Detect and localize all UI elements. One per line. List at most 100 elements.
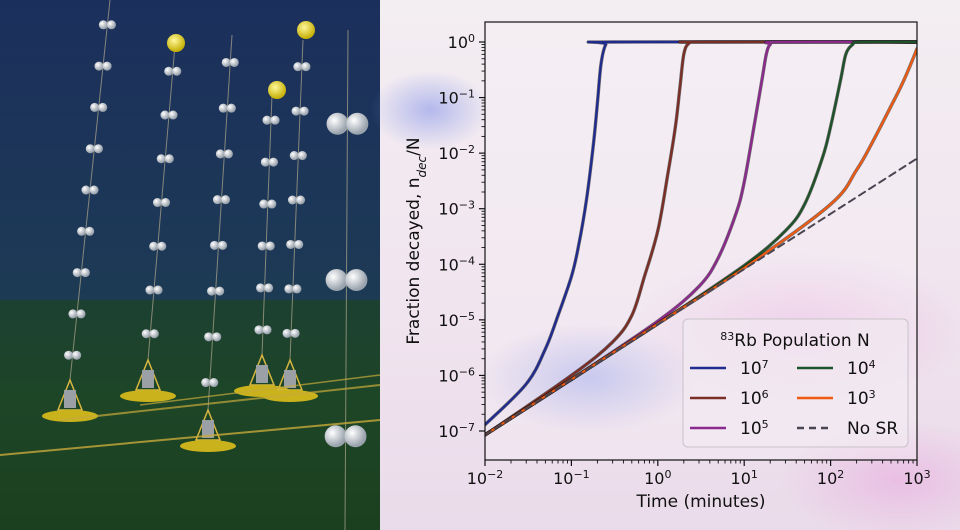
legend-label: 103 xyxy=(847,388,876,410)
anchor-base xyxy=(180,440,236,452)
buoy-icon xyxy=(297,21,315,39)
optical-module-icon xyxy=(149,241,159,251)
optical-module-icon xyxy=(145,285,155,295)
optical-module-icon xyxy=(218,240,228,250)
y-tick-label: 10−2 xyxy=(438,143,475,164)
optical-module-icon xyxy=(85,226,95,236)
anchor-canister xyxy=(284,370,296,388)
optical-module-icon xyxy=(77,226,87,236)
optical-module-icon xyxy=(284,284,294,294)
optical-module-icon xyxy=(221,57,231,67)
x-tick-label: 103 xyxy=(903,468,930,489)
optical-module-icon xyxy=(270,115,280,125)
optical-module-icon xyxy=(296,195,306,205)
optical-module-icon xyxy=(72,268,82,278)
optical-module-icon xyxy=(226,103,236,113)
string-cable xyxy=(261,94,273,356)
optical-module-icon xyxy=(102,61,112,71)
optical-module-icon xyxy=(256,283,266,293)
optical-module-icon xyxy=(168,110,178,120)
optical-module-icon xyxy=(299,106,309,116)
plot-frame xyxy=(484,21,918,461)
optical-module-icon xyxy=(297,151,307,161)
optical-module-icon xyxy=(215,286,225,296)
series-line-5 xyxy=(485,157,917,436)
optical-module-icon xyxy=(201,378,211,388)
optical-module-icon xyxy=(141,329,151,339)
optical-module-icon xyxy=(207,286,217,296)
optical-module-icon xyxy=(149,329,159,339)
optical-module-icon xyxy=(164,66,174,76)
optical-module-icon xyxy=(223,149,233,159)
legend: 83Rb Population N 107 104 106 103 105 No SR xyxy=(682,318,909,448)
optical-module-icon xyxy=(212,195,222,205)
optical-module-icon xyxy=(229,57,239,67)
optical-module-icon xyxy=(292,284,302,294)
optical-module-icon xyxy=(260,157,270,167)
series-lines xyxy=(485,40,917,437)
optical-module-icon xyxy=(156,154,166,164)
x-tick-label: 10−2 xyxy=(467,468,504,489)
optical-module-icon xyxy=(164,154,174,164)
y-axis-title: Fraction decayed, ndec/N xyxy=(404,137,429,344)
optical-module-icon xyxy=(64,350,74,360)
optical-module-icon xyxy=(264,283,274,293)
optical-module-icon xyxy=(212,332,222,342)
optical-module-icon xyxy=(301,62,311,72)
optical-module-icon xyxy=(221,195,231,205)
optical-module-icon xyxy=(157,241,167,251)
optical-module-icon xyxy=(152,198,162,207)
legend-label: 107 xyxy=(740,358,769,380)
series-line-1 xyxy=(485,40,917,436)
y-axis: 100 10−1 10−2 10−3 10−4 10−5 10−6 10−7 xyxy=(438,32,485,441)
optical-module-icon xyxy=(98,102,108,112)
optical-module-icon xyxy=(325,269,348,291)
optical-module-icon xyxy=(81,185,91,195)
optical-module-icon xyxy=(324,425,347,448)
optical-module-icon xyxy=(215,149,225,159)
x-tick-label: 10−1 xyxy=(553,468,590,489)
y-tick-label: 10−5 xyxy=(438,309,475,330)
optical-module-icon xyxy=(345,269,368,291)
detector-strings xyxy=(42,0,369,530)
anchor-canister xyxy=(142,370,154,388)
x-axis: 10−2 10−1 100 101 102 103 xyxy=(467,460,931,488)
optical-module-icon xyxy=(344,425,367,448)
optical-module-icon xyxy=(254,325,264,335)
optical-module-icon xyxy=(218,103,228,113)
string-cable xyxy=(207,34,233,411)
chart-panel: 10−2 10−1 100 101 102 103 100 10−1 10−2 10−3 10−4… xyxy=(370,0,960,530)
legend-label: No SR xyxy=(847,419,898,439)
x-tick-label: 100 xyxy=(644,468,671,489)
optical-module-icon xyxy=(93,144,103,154)
x-axis-title: Time (minutes) xyxy=(635,492,765,512)
optical-module-icon xyxy=(72,350,82,360)
optical-module-icon xyxy=(282,328,292,338)
optical-module-icon xyxy=(287,195,297,205)
optical-module-icon xyxy=(346,112,369,135)
optical-module-icon xyxy=(289,151,299,161)
y-tick-label: 10−1 xyxy=(438,87,475,108)
anchor-canister xyxy=(256,365,268,383)
series-line-0 xyxy=(485,40,917,426)
y-tick-label: 100 xyxy=(448,32,475,53)
optical-module-icon xyxy=(76,309,86,319)
optical-module-icon xyxy=(172,66,182,76)
optical-module-icon xyxy=(291,106,301,116)
legend-title: 83Rb Population N xyxy=(720,330,869,352)
optical-module-icon xyxy=(262,115,272,125)
optical-module-icon xyxy=(89,185,99,195)
optical-module-icon xyxy=(209,378,219,388)
detector-illustration xyxy=(0,0,381,530)
optical-module-icon xyxy=(106,20,116,30)
y-tick-label: 10−4 xyxy=(438,254,475,275)
legend-label: 106 xyxy=(740,388,769,410)
optical-module-icon xyxy=(257,241,267,251)
anchor-base xyxy=(42,410,98,422)
optical-module-icon xyxy=(80,268,90,278)
optical-module-icon xyxy=(98,20,108,30)
optical-module-icon xyxy=(286,239,296,249)
anchor-canister xyxy=(64,390,76,408)
optical-module-icon xyxy=(265,241,275,251)
